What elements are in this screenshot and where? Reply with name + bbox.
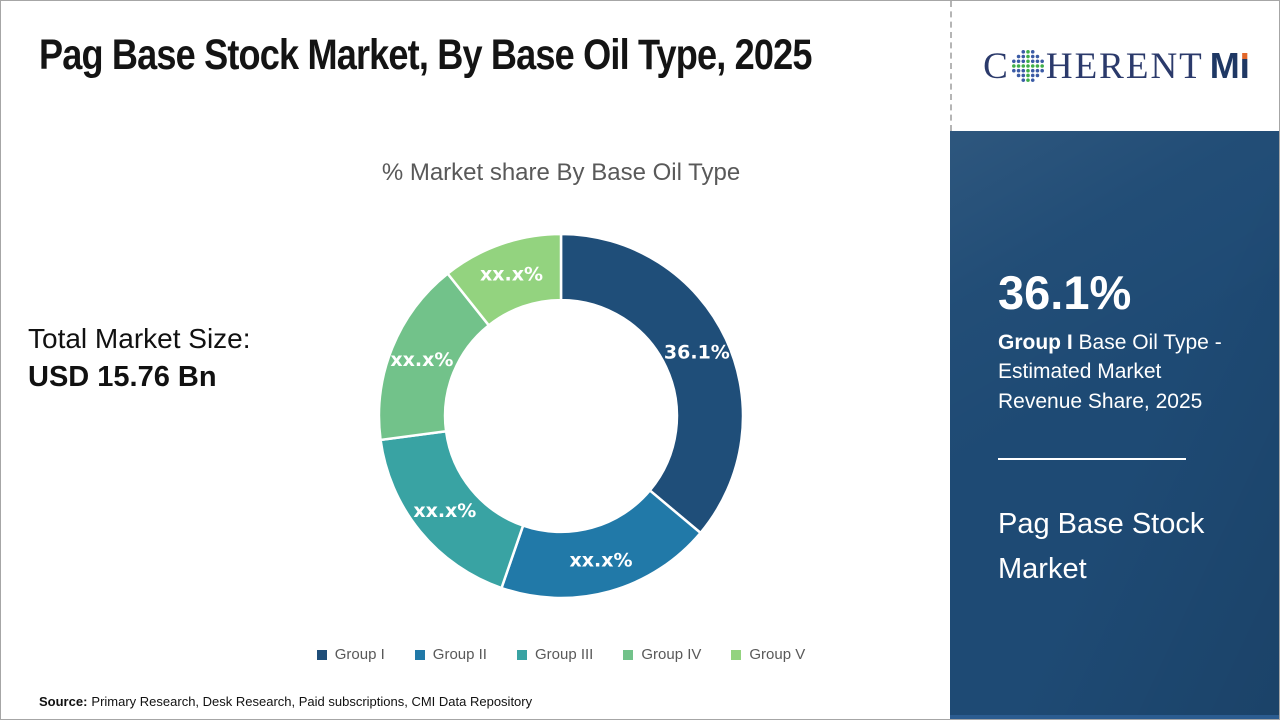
highlight-segment-name: Group I bbox=[998, 331, 1073, 354]
globe-dot bbox=[1030, 54, 1035, 59]
source-label: Source: bbox=[39, 694, 88, 709]
globe-dot bbox=[1026, 50, 1030, 54]
globe-dot bbox=[1026, 68, 1030, 73]
globe-dot bbox=[1030, 59, 1035, 64]
legend-label: Group V bbox=[749, 646, 806, 663]
chart-title: % Market share By Base Oil Type bbox=[381, 159, 741, 186]
globe-dot bbox=[1021, 59, 1025, 64]
globe-dots-icon bbox=[1011, 50, 1044, 82]
slice-label-group-v: xx.x% bbox=[480, 263, 543, 285]
source-line: Source: Primary Research, Desk Research, … bbox=[39, 694, 532, 709]
globe-dot bbox=[1035, 64, 1040, 68]
logo-mi: M I bbox=[1210, 48, 1250, 84]
logo-letter-c: C bbox=[983, 45, 1010, 87]
slice-label-group-iii: xx.x% bbox=[413, 500, 476, 522]
globe-dot bbox=[1030, 64, 1035, 68]
globe-dot bbox=[1035, 54, 1040, 59]
highlight-share-description: Group I Base Oil Type - Estimated Market… bbox=[998, 328, 1250, 416]
logo-letter-i: I bbox=[1239, 45, 1250, 86]
globe-dot bbox=[1026, 59, 1030, 64]
slice-label-group-i: 36.1% bbox=[664, 342, 730, 364]
page-title: Pag Base Stock Market, By Base Oil Type,… bbox=[39, 31, 812, 79]
globe-dot bbox=[1021, 78, 1025, 82]
legend-label: Group I bbox=[334, 646, 385, 663]
source-text: Primary Research, Desk Research, Paid su… bbox=[91, 694, 533, 709]
legend-item-group-ii: Group II bbox=[414, 646, 487, 663]
globe-dot bbox=[1035, 73, 1040, 78]
legend-swatch-icon bbox=[516, 649, 527, 660]
globe-dot bbox=[1035, 59, 1040, 64]
globe-dot bbox=[1030, 50, 1035, 54]
sidebar-divider bbox=[998, 458, 1186, 461]
globe-dot bbox=[1021, 54, 1025, 59]
slice-label-group-iv: xx.x% bbox=[390, 349, 453, 371]
highlight-segment-text: Base Oil Type - Estimated Market Revenue… bbox=[998, 331, 1222, 413]
globe-dot bbox=[1026, 73, 1030, 78]
globe-dot bbox=[1021, 73, 1025, 78]
globe-dot bbox=[1016, 54, 1021, 59]
globe-dot bbox=[1035, 68, 1040, 73]
legend-label: Group III bbox=[534, 646, 594, 663]
globe-dot bbox=[1030, 68, 1035, 73]
legend-label: Group IV bbox=[641, 646, 702, 663]
legend-item-group-iii: Group III bbox=[516, 646, 594, 663]
highlight-share-value: 36.1% bbox=[998, 266, 1132, 319]
globe-dot bbox=[1030, 78, 1035, 82]
legend-swatch-icon bbox=[623, 649, 634, 660]
chart-legend: Group I Group II Group III Group IV Group V bbox=[161, 646, 961, 663]
globe-dot bbox=[1021, 68, 1025, 73]
legend-item-group-v: Group V bbox=[731, 646, 805, 663]
globe-dot bbox=[1026, 78, 1030, 82]
globe-dot bbox=[1026, 54, 1030, 59]
globe-dot bbox=[1040, 59, 1044, 64]
globe-dot bbox=[1011, 64, 1016, 68]
donut-slice-group-i bbox=[559, 232, 745, 535]
globe-dot bbox=[1016, 73, 1021, 78]
logo-box: C HERENT M I bbox=[950, 1, 1279, 131]
globe-dot bbox=[1021, 50, 1025, 54]
globe-dot bbox=[1016, 64, 1021, 68]
globe-dot bbox=[1030, 73, 1035, 78]
slice-label-group-ii: xx.x% bbox=[570, 550, 633, 572]
globe-dot bbox=[1011, 68, 1016, 73]
coherentmi-logo: C HERENT M I bbox=[983, 48, 1250, 85]
legend-swatch-icon bbox=[731, 649, 742, 660]
globe-dot bbox=[1040, 68, 1044, 73]
donut-chart-svg: 36.1% xx.x% xx.x% xx.x% xx.x% bbox=[377, 232, 745, 600]
market-name: Pag Base Stock Market bbox=[998, 508, 1205, 586]
donut-slice-group-ii bbox=[500, 489, 702, 600]
legend-label: Group II bbox=[432, 646, 487, 663]
highlight-sidebar: 36.1% Group I Base Oil Type - Estimated … bbox=[950, 131, 1279, 719]
total-market-size-value: USD 15.76 Bn bbox=[28, 361, 217, 393]
total-market-size-label: Total Market Size: bbox=[28, 323, 251, 354]
donut-slice-group-v bbox=[446, 232, 563, 327]
globe-dot bbox=[1040, 64, 1044, 68]
logo-letters-herent: HERENT bbox=[1045, 45, 1204, 87]
globe-dot bbox=[1026, 64, 1030, 68]
legend-item-group-i: Group I bbox=[316, 646, 385, 663]
total-market-size-block: Total Market Size: USD 15.76 Bn bbox=[28, 323, 251, 394]
legend-item-group-iv: Group IV bbox=[623, 646, 701, 663]
legend-swatch-icon bbox=[414, 649, 425, 660]
globe-dot bbox=[1016, 68, 1021, 73]
globe-dot bbox=[1011, 59, 1016, 64]
donut-chart: 36.1% xx.x% xx.x% xx.x% xx.x% bbox=[376, 231, 746, 601]
globe-dot bbox=[1021, 64, 1025, 68]
legend-swatch-icon bbox=[316, 649, 327, 660]
logo-letter-m: M bbox=[1209, 45, 1240, 86]
globe-dot bbox=[1016, 59, 1021, 64]
